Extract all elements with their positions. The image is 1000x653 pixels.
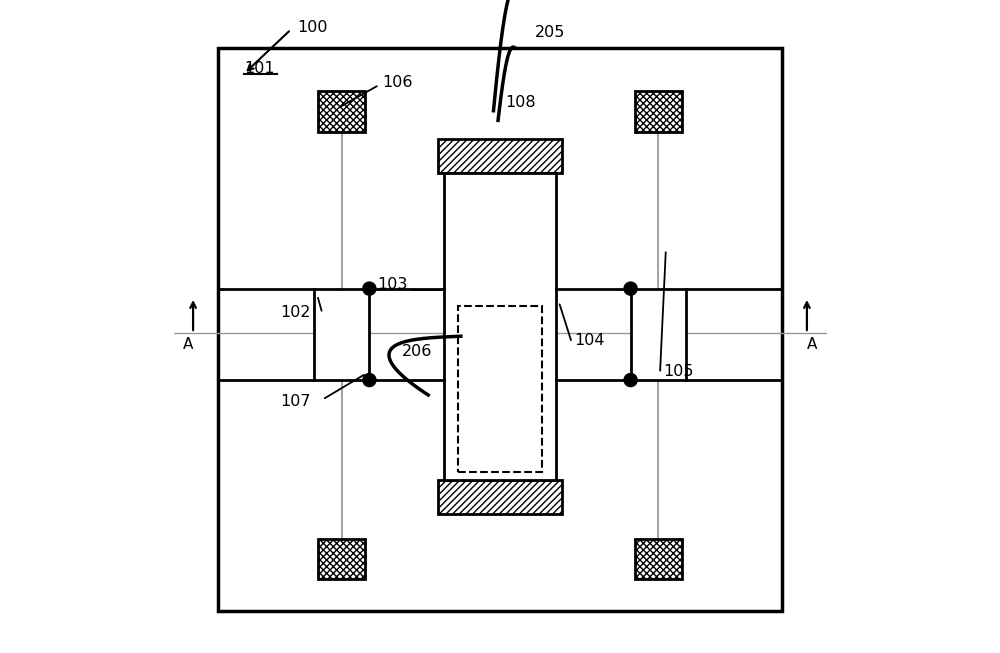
Text: A: A bbox=[183, 338, 193, 352]
Text: 107: 107 bbox=[280, 394, 311, 409]
Bar bbox=[635, 539, 682, 579]
Bar bbox=[314, 289, 369, 380]
Bar bbox=[438, 480, 562, 514]
Bar bbox=[218, 48, 782, 611]
Circle shape bbox=[624, 282, 637, 295]
Text: 105: 105 bbox=[663, 364, 694, 379]
Bar bbox=[318, 539, 365, 579]
Circle shape bbox=[624, 374, 637, 387]
Circle shape bbox=[363, 282, 376, 295]
Text: 103: 103 bbox=[377, 277, 407, 292]
Circle shape bbox=[363, 374, 376, 387]
Text: 104: 104 bbox=[574, 334, 604, 348]
Bar bbox=[318, 91, 365, 132]
Bar bbox=[458, 306, 542, 472]
Text: 106: 106 bbox=[382, 76, 413, 90]
Text: 205: 205 bbox=[535, 25, 565, 40]
Bar bbox=[318, 539, 365, 579]
Bar bbox=[318, 91, 365, 132]
Text: 101: 101 bbox=[244, 61, 275, 76]
Bar bbox=[438, 480, 562, 514]
Bar bbox=[635, 539, 682, 579]
Text: 206: 206 bbox=[402, 344, 432, 358]
Bar bbox=[438, 139, 562, 173]
Bar bbox=[444, 173, 556, 480]
Text: A: A bbox=[807, 338, 817, 352]
Text: 100: 100 bbox=[298, 20, 328, 35]
Bar bbox=[635, 91, 682, 132]
Text: 108: 108 bbox=[505, 95, 536, 110]
Bar bbox=[438, 139, 562, 173]
Bar bbox=[635, 91, 682, 132]
Text: 102: 102 bbox=[280, 305, 311, 319]
Bar bbox=[631, 289, 686, 380]
